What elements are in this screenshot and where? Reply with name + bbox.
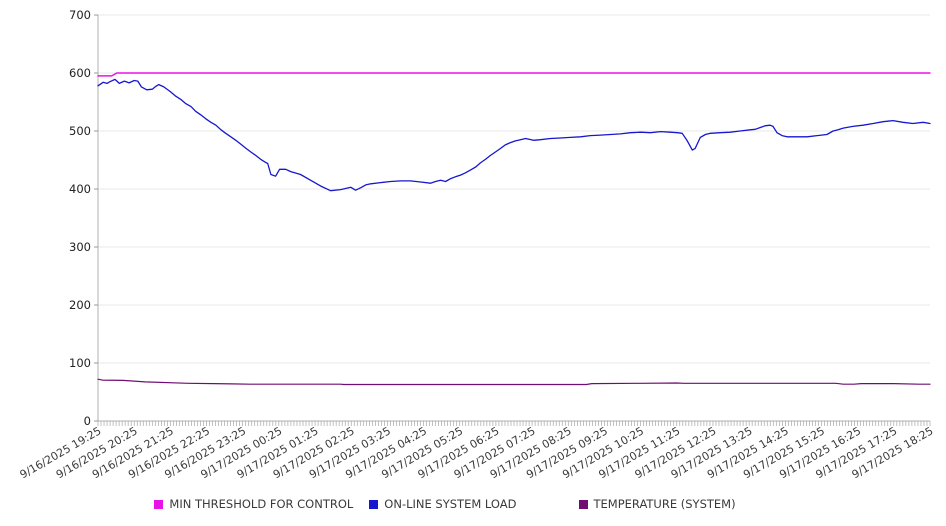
- series-line-temperature-system: [97, 378, 931, 386]
- legend-item-on-line-system-load[interactable]: ON-LINE SYSTEM LOAD: [369, 497, 517, 511]
- y-tick-label: 400: [69, 182, 91, 196]
- y-tick-label: 100: [69, 356, 91, 370]
- y-tick-label: 300: [69, 240, 91, 254]
- legend-label: MIN THRESHOLD FOR CONTROL: [169, 497, 354, 511]
- legend-label: ON-LINE SYSTEM LOAD: [384, 497, 517, 511]
- y-tick-label: 700: [69, 8, 91, 22]
- series-line-min-threshold-for-control: [97, 72, 931, 77]
- series-line-on-line-system-load: [97, 78, 931, 192]
- legend-swatch-purple-icon: [578, 499, 588, 509]
- legend-label: TEMPERATURE (SYSTEM): [593, 497, 736, 511]
- y-tick-label: 600: [69, 66, 91, 80]
- y-tick-label: 200: [69, 298, 91, 312]
- legend-item-min-threshold-for-control[interactable]: MIN THRESHOLD FOR CONTROL: [154, 497, 353, 511]
- y-tick-label: 500: [69, 124, 91, 138]
- legend-item-temperature-system[interactable]: TEMPERATURE (SYSTEM): [578, 497, 736, 511]
- chart-legend: MIN THRESHOLD FOR CONTROL ON-LINE SYSTEM…: [0, 497, 946, 511]
- legend-swatch-blue-icon: [369, 499, 379, 509]
- y-tick-label: 0: [84, 414, 91, 428]
- legend-swatch-magenta-icon: [154, 499, 164, 509]
